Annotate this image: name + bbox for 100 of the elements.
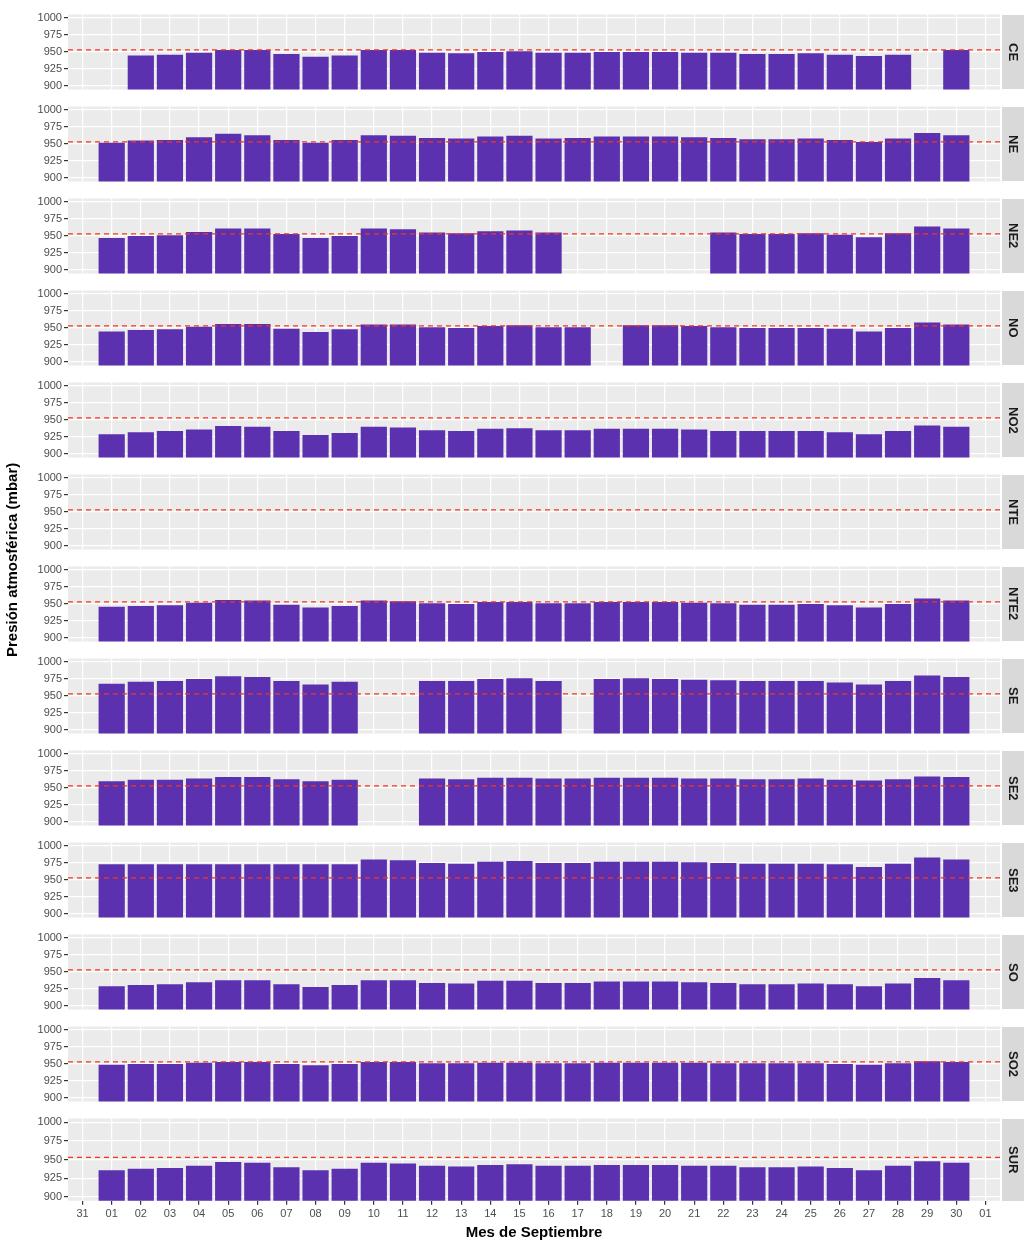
text: SE2 <box>1002 750 1024 826</box>
y-tick-label: 900 <box>43 263 62 276</box>
y-tick-label: 975 <box>43 304 62 317</box>
y-tick-label: 900 <box>43 815 62 828</box>
y-tick-label: 925 <box>43 798 62 811</box>
y-tick-label: 950 <box>43 873 62 886</box>
x-tick-label: 30 <box>950 1207 963 1220</box>
y-tick-label: 1000 <box>37 563 62 576</box>
y-tick-label: 975 <box>43 580 62 593</box>
y-tick-label: 1000 <box>37 103 62 116</box>
y-tick-label: 1000 <box>37 195 62 208</box>
y-tick-label: 900 <box>43 907 62 920</box>
y-tick-label: 925 <box>43 246 62 259</box>
y-tick-label: 975 <box>43 28 62 41</box>
y-tick-label: 975 <box>43 1040 62 1053</box>
y-tick-label: 1000 <box>37 655 62 668</box>
text: SO2 <box>1002 1026 1024 1102</box>
y-tick-label: 975 <box>43 1134 62 1147</box>
x-tick-label: 17 <box>571 1207 584 1220</box>
text: SO <box>1002 934 1024 1010</box>
x-tick-label: 22 <box>717 1207 730 1220</box>
y-tick-label: 950 <box>43 321 62 334</box>
y-tick-label: 925 <box>43 338 62 351</box>
x-tick-label: 12 <box>425 1207 439 1220</box>
y-tick-label: 950 <box>43 781 62 794</box>
text: NE <box>1002 106 1024 182</box>
x-tick-label: 18 <box>600 1207 613 1220</box>
y-tick-label: 925 <box>43 890 62 903</box>
text: NTE2 <box>1002 566 1024 642</box>
y-tick-label: 900 <box>43 539 62 552</box>
x-tick-label: 09 <box>338 1207 351 1220</box>
y-tick-label: 975 <box>43 856 62 869</box>
y-tick-label: 950 <box>43 413 62 426</box>
y-tick-label: 1000 <box>37 379 62 392</box>
x-tick-label: 21 <box>688 1207 701 1220</box>
text: NO2 <box>1002 382 1024 458</box>
y-tick-label: 975 <box>43 120 62 133</box>
y-tick-label: 950 <box>43 965 62 978</box>
x-tick-label: 07 <box>280 1207 293 1220</box>
y-tick-label: 925 <box>43 706 62 719</box>
y-tick-label: 900 <box>43 1091 62 1104</box>
x-tick-label: 14 <box>484 1207 497 1220</box>
x-tick-label: 16 <box>542 1207 555 1220</box>
y-tick-label: 925 <box>43 614 62 627</box>
y-tick-label: 1000 <box>37 287 62 300</box>
text: SUR <box>1002 1118 1024 1201</box>
y-tick-label: 925 <box>43 982 62 995</box>
y-tick-label: 900 <box>43 171 62 184</box>
y-tick-label: 925 <box>43 1074 62 1087</box>
y-tick-label: 900 <box>43 1190 62 1203</box>
x-tick-label: 08 <box>309 1207 322 1220</box>
y-tick-label: 975 <box>43 672 62 685</box>
x-tick-label: 26 <box>833 1207 846 1220</box>
x-tick-label: 06 <box>251 1207 264 1220</box>
x-tick-label: 20 <box>658 1207 672 1220</box>
y-tick-label: 1000 <box>37 471 62 484</box>
x-tick-label: 19 <box>629 1207 643 1220</box>
y-tick-label: 1000 <box>37 11 62 24</box>
x-tick-label: 13 <box>455 1207 468 1220</box>
x-tick-label: 15 <box>513 1207 526 1220</box>
x-axis-title: Mes de Septiembre <box>465 1223 603 1241</box>
y-tick-label: 900 <box>43 999 62 1012</box>
y-tick-label: 900 <box>43 355 62 368</box>
text: SE3 <box>1002 842 1024 918</box>
y-tick-label: 925 <box>43 1171 62 1184</box>
y-tick-label: 900 <box>43 79 62 92</box>
y-tick-label: 950 <box>43 45 62 58</box>
y-tick-label: 925 <box>43 62 62 75</box>
x-tick-label: 02 <box>134 1207 147 1220</box>
y-tick-label: 900 <box>43 447 62 460</box>
text: NTE <box>1002 474 1024 550</box>
text: NO <box>1002 290 1024 366</box>
y-axis-title: Presión atmosférica (mbar) <box>1 461 21 660</box>
x-tick-label: 05 <box>222 1207 235 1220</box>
y-tick-label: 975 <box>43 488 62 501</box>
y-tick-label: 925 <box>43 154 62 167</box>
x-tick-label: 31 <box>76 1207 89 1220</box>
y-tick-label: 975 <box>43 212 62 225</box>
y-tick-label: 1000 <box>37 1023 62 1036</box>
x-tick-label: 27 <box>862 1207 876 1220</box>
y-tick-label: 925 <box>43 430 62 443</box>
x-tick-label: 25 <box>804 1207 817 1220</box>
x-tick-label: 23 <box>746 1207 759 1220</box>
y-tick-label: 950 <box>43 689 62 702</box>
x-tick-label: 04 <box>192 1207 206 1220</box>
x-tick-label: 01 <box>979 1207 992 1220</box>
y-tick-label: 950 <box>43 137 62 150</box>
y-tick-label: 950 <box>43 597 62 610</box>
y-tick-label: 925 <box>43 522 62 535</box>
x-tick-label: 24 <box>775 1207 788 1220</box>
y-tick-label: 975 <box>43 396 62 409</box>
y-tick-label: 900 <box>43 723 62 736</box>
x-tick-label: 10 <box>367 1207 380 1220</box>
y-tick-label: 975 <box>43 948 62 961</box>
x-tick-label: 03 <box>163 1207 177 1220</box>
x-tick-label: 28 <box>891 1207 905 1220</box>
x-tick-label: 01 <box>105 1207 118 1220</box>
text: NE2 <box>1002 198 1024 274</box>
y-tick-label: 950 <box>43 229 62 242</box>
y-tick-label: 900 <box>43 631 62 644</box>
